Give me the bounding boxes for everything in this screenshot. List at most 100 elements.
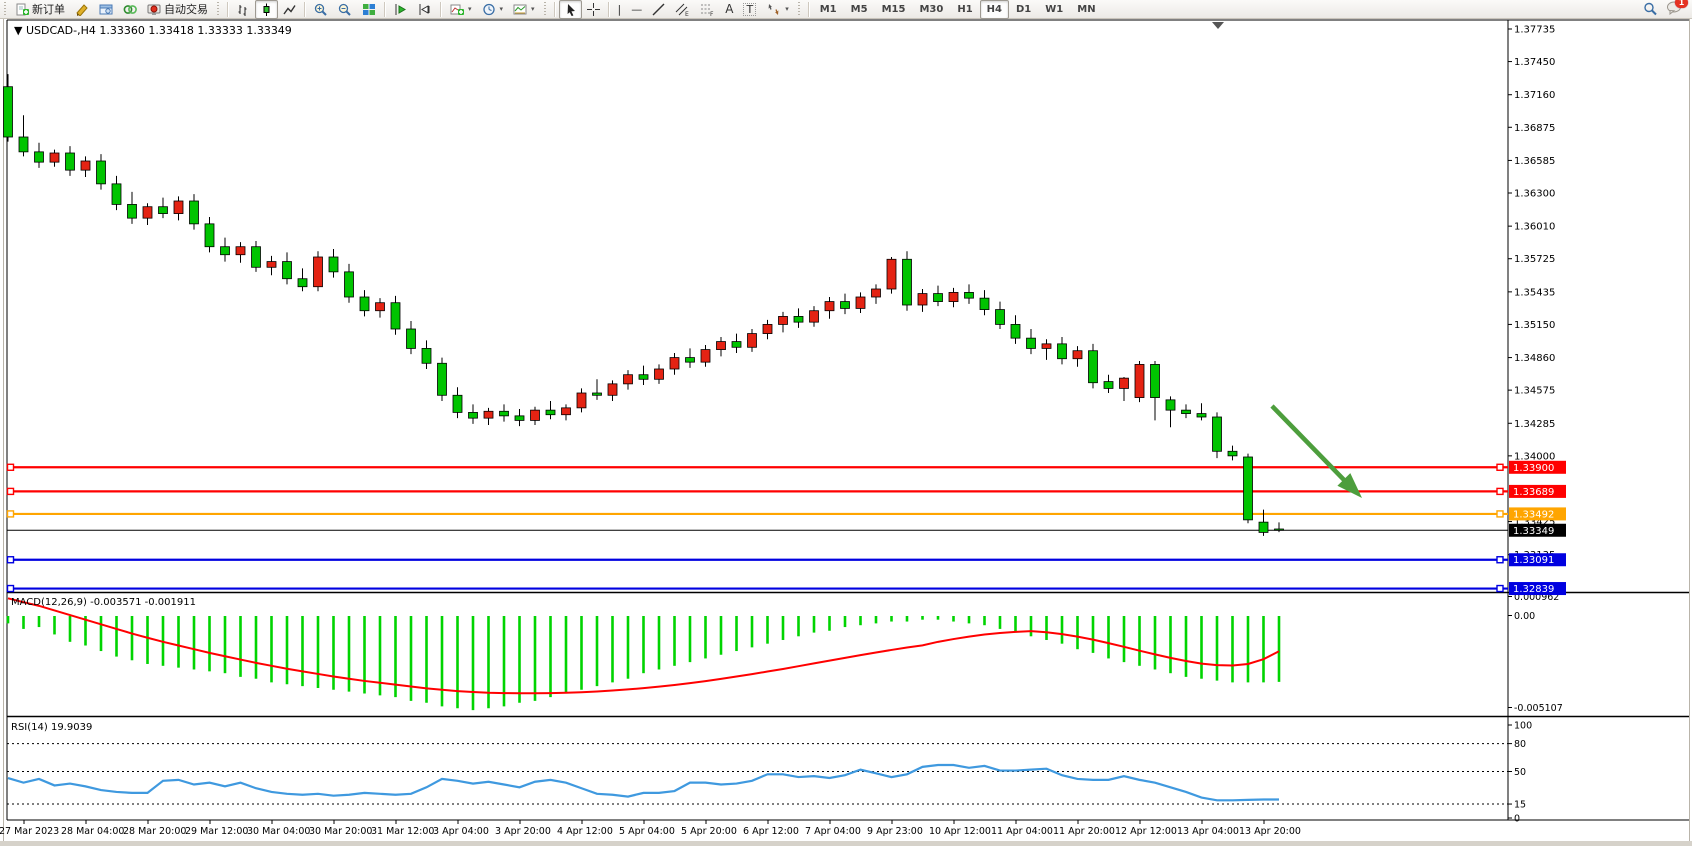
zoom-in-button[interactable] [309, 0, 333, 19]
autotrading-button[interactable]: 自动交易 [142, 0, 213, 19]
price-tick-label: 1.37735 [1514, 25, 1555, 36]
notifications-button[interactable]: 1 [1666, 0, 1688, 18]
channel-tool-button[interactable]: E [670, 0, 695, 19]
timeframe-h1[interactable]: H1 [957, 3, 973, 15]
gold-brush-icon [76, 3, 88, 16]
crosshair-icon [586, 2, 600, 16]
candle-body [933, 293, 943, 302]
toolbar-separator [227, 1, 229, 17]
trend-arrow-head[interactable] [1337, 473, 1362, 498]
bid-price-label [1509, 523, 1566, 537]
vertical-line-icon: | [617, 2, 622, 16]
notification-badge: 1 [1675, 0, 1688, 8]
price-tick-label: 1.36585 [1514, 156, 1555, 167]
price-tick-label: 1.36875 [1514, 123, 1555, 134]
timeframe-h4[interactable]: H4 [979, 0, 1009, 19]
candle-body [669, 357, 680, 370]
templates-button[interactable]: ▾ [508, 0, 540, 19]
autotrading-label: 自动交易 [164, 3, 208, 16]
zoom-out-button[interactable] [333, 0, 357, 19]
timeframe-d1[interactable]: D1 [1015, 3, 1032, 15]
macd-axis-label: -0.005107 [1514, 703, 1563, 714]
date-label: 27 Mar 2023 [0, 826, 59, 837]
line-chart-mode-button[interactable] [278, 0, 301, 19]
rsi-axis-label: 0 [1514, 814, 1520, 825]
timeframe-m30[interactable]: M30 [919, 3, 944, 15]
candlestick-mode-button[interactable] [255, 0, 278, 19]
candle-body [266, 261, 277, 268]
timeframe-m15[interactable]: M15 [881, 3, 906, 15]
line-handle[interactable] [1496, 584, 1504, 593]
text-tool-icon: A [725, 2, 734, 16]
styler-button[interactable] [70, 0, 94, 19]
chart-canvas[interactable]: 1.37735 1.37450 1.37160 1.36875 1.36585 1.363… [0, 19, 1692, 846]
tile-windows-button[interactable] [357, 0, 381, 19]
line-handle[interactable] [6, 487, 15, 496]
text-label-tool-button[interactable]: T [738, 0, 761, 19]
svg-text:E: E [685, 11, 689, 16]
candle-body [1196, 413, 1207, 418]
timeframe-w1[interactable]: W1 [1045, 3, 1064, 15]
line-handle[interactable] [1496, 463, 1504, 471]
candle-body [437, 362, 447, 396]
date-label: 11 Apr 04:00 [991, 826, 1053, 837]
line-handle[interactable] [1496, 556, 1504, 564]
candle-body [344, 271, 354, 298]
line-handle[interactable] [6, 556, 15, 564]
macd-signal-line [7, 597, 1280, 695]
price-label-1.32839-text: 1.32839 [1513, 584, 1554, 595]
indicators-icon [450, 4, 464, 15]
chart-shift-icon [419, 3, 430, 15]
auto-scroll-button[interactable] [389, 0, 413, 19]
date-label: 13 Apr 04:00 [1177, 826, 1239, 837]
candle-body [917, 293, 928, 306]
horizontal-line-tool-button[interactable]: — [626, 0, 647, 19]
periods-button[interactable]: ▾ [477, 0, 509, 19]
candle-body [189, 200, 199, 225]
candle-body [747, 333, 757, 348]
chart-shift-button[interactable] [413, 0, 437, 19]
timeframe-m1[interactable]: M1 [819, 3, 837, 15]
price-label-1.33900 [1509, 460, 1566, 474]
new-order-button[interactable]: 新订单 [11, 0, 70, 19]
candle-body [1057, 343, 1067, 360]
date-label: 29 Mar 12:00 [185, 826, 248, 837]
crosshair-tool-button[interactable] [582, 0, 605, 19]
fibonacci-tool-button[interactable]: F [695, 0, 720, 19]
date-label: 11 Apr 20:00 [1053, 826, 1115, 837]
navigator-button[interactable] [118, 0, 142, 19]
data-window-button[interactable] [94, 0, 118, 19]
vertical-line-tool-button[interactable]: | [613, 0, 627, 19]
cursor-tool-button[interactable] [558, 0, 582, 19]
candle-body [111, 183, 122, 205]
timeframe-mn[interactable]: MN [1077, 3, 1096, 15]
arrows-tool-button[interactable]: ▾ [761, 0, 794, 19]
price-tick-label: 1.35435 [1514, 287, 1555, 298]
candle-body [297, 278, 308, 288]
timeframe-m5[interactable]: M5 [850, 3, 868, 15]
window-bottom-edge [0, 841, 1692, 846]
search-icon[interactable] [1643, 2, 1658, 16]
bar-chart-mode-button[interactable] [232, 0, 255, 19]
text-tool-button[interactable]: A [720, 0, 738, 19]
line-handle[interactable] [1496, 510, 1504, 518]
trend-arrow-annotation[interactable] [1270, 404, 1349, 485]
candle-body [390, 302, 401, 330]
chart-shift-marker-icon[interactable] [1212, 22, 1224, 29]
indicators-button[interactable]: ▾ [445, 0, 477, 19]
candle-body [3, 86, 13, 138]
macd-indicator-label: MACD(12,26,9) -0.003571 -0.001911 [11, 597, 196, 608]
rsi-axis-label: 15 [1514, 800, 1526, 811]
candle-body [18, 136, 29, 153]
timeframe-group: M1 M5 M15 M30 H1 H4 D1 W1 MN [813, 0, 1103, 19]
line-handle[interactable] [1496, 487, 1504, 496]
line-handle[interactable] [6, 510, 15, 518]
line-handle[interactable] [6, 463, 15, 471]
line-handle[interactable] [6, 584, 15, 593]
price-tick-label: 1.36010 [1514, 222, 1555, 233]
date-label: 31 Mar 12:00 [371, 826, 434, 837]
trendline-tool-button[interactable] [647, 0, 670, 19]
price-label-1.33900-text: 1.33900 [1513, 463, 1554, 474]
price-tick-label: 1.34285 [1514, 419, 1555, 430]
price-tick-label: 1.35150 [1514, 320, 1555, 331]
